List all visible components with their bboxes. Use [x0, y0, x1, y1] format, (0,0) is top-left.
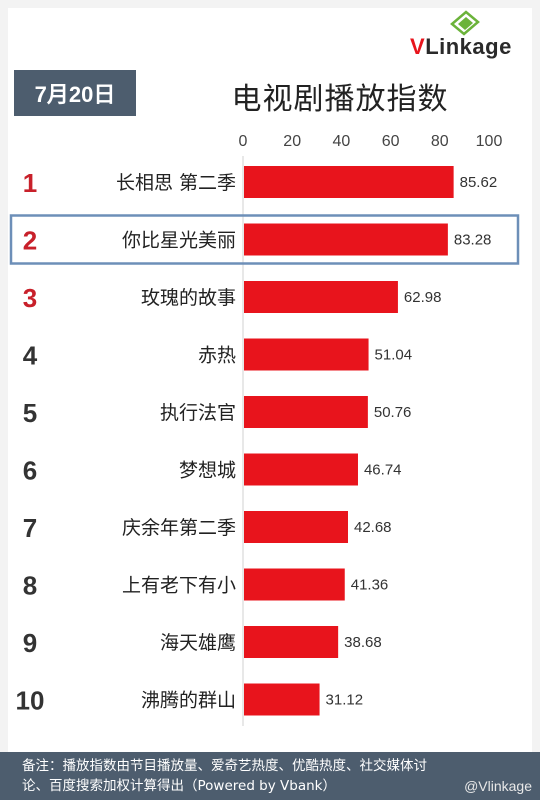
- category-label: 赤热: [198, 345, 236, 367]
- x-tick-label: 60: [382, 133, 400, 150]
- bar: [244, 683, 320, 716]
- x-tick-label: 100: [476, 133, 503, 150]
- footer-note-line-2: 论、百度搜索加权计算得出（Powered by Vbank）: [22, 778, 336, 794]
- value-label: 51.04: [375, 347, 413, 364]
- bar: [244, 626, 339, 658]
- rank-number: 2: [23, 226, 37, 256]
- value-label: 46.74: [364, 462, 402, 479]
- bar: [244, 223, 448, 256]
- bar: [244, 281, 398, 313]
- rank-number: 3: [23, 283, 37, 313]
- category-label: 你比星光美丽: [122, 230, 236, 252]
- bar: [244, 568, 345, 601]
- bar: [244, 511, 348, 543]
- rank-number: 9: [23, 628, 37, 658]
- footer-note-line-1: 备注：播放指数由节目播放量、爱奇艺热度、优酷热度、社交媒体讨: [22, 758, 427, 774]
- value-label: 42.68: [354, 519, 392, 536]
- bar: [244, 453, 358, 486]
- category-label: 海天雄鹰: [160, 632, 236, 654]
- bar-chart: 0 20 40 60 80 100 1 长相思 第二季 85.62 2 你比星光美丽 83.28 3 玫瑰…: [9, 133, 520, 726]
- category-label: 沸腾的群山: [141, 690, 236, 712]
- bar: [244, 396, 368, 428]
- logo-icon: [450, 10, 480, 36]
- bar: [244, 166, 454, 198]
- value-label: 50.76: [374, 404, 412, 421]
- x-tick-label: 0: [239, 133, 248, 150]
- rank-number: 8: [23, 571, 37, 601]
- category-label: 执行法官: [160, 402, 236, 424]
- rank-number: 6: [23, 456, 37, 486]
- value-label: 41.36: [351, 577, 389, 594]
- date-badge: 7月20日: [14, 70, 136, 116]
- rank-number: 1: [23, 168, 37, 198]
- bar: [244, 338, 369, 371]
- category-label: 上有老下有小: [122, 575, 236, 597]
- x-tick-label: 20: [283, 133, 301, 150]
- value-label: 85.62: [460, 174, 498, 191]
- value-label: 31.12: [326, 692, 364, 709]
- x-tick-label: 80: [431, 133, 449, 150]
- category-label: 庆余年第二季: [122, 517, 236, 539]
- value-label: 38.68: [344, 634, 382, 651]
- rank-number: 10: [16, 686, 45, 716]
- value-label: 83.28: [454, 232, 492, 249]
- rank-number: 4: [23, 341, 38, 371]
- category-label: 长相思 第二季: [116, 172, 236, 194]
- rank-number: 7: [23, 513, 37, 543]
- category-label: 玫瑰的故事: [141, 287, 236, 309]
- footer-note: 备注：播放指数由节目播放量、爱奇艺热度、优酷热度、社交媒体讨 论、百度搜索加权计…: [0, 752, 540, 800]
- logo-wordmark: VLinkage: [410, 34, 512, 59]
- vlinkage-logo: VLinkage: [410, 10, 535, 59]
- value-label: 62.98: [404, 289, 442, 306]
- chart-title: 电视剧播放指数: [231, 82, 449, 117]
- x-tick-label: 40: [333, 133, 351, 150]
- highlight-box: [9, 214, 520, 265]
- rank-number: 5: [23, 398, 37, 428]
- weibo-watermark: @Vlinkage: [464, 778, 532, 794]
- category-label: 梦想城: [179, 460, 236, 482]
